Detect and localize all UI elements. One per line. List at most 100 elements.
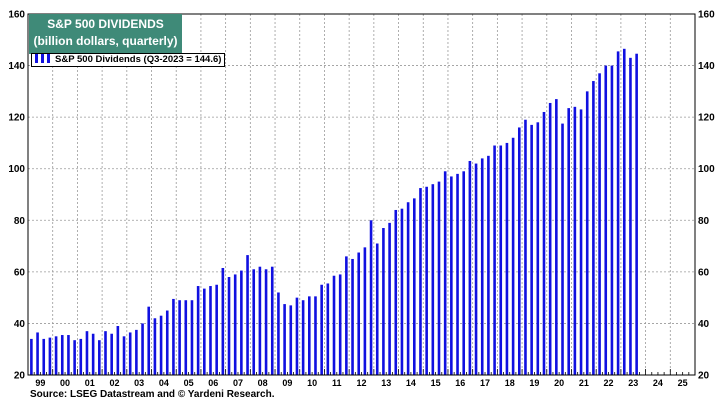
x-tick-label: 21	[579, 378, 589, 388]
bar	[104, 331, 107, 375]
y-tick-label-right: 120	[698, 113, 715, 124]
bar	[443, 171, 447, 375]
bar	[147, 306, 151, 375]
bar	[357, 252, 361, 375]
bar	[258, 266, 262, 375]
bar	[301, 300, 305, 375]
bar	[456, 173, 459, 375]
bar	[419, 188, 422, 375]
x-tick-label: 13	[381, 378, 391, 388]
bar	[116, 326, 120, 375]
bar	[54, 336, 58, 375]
bar	[60, 335, 64, 375]
bar	[48, 337, 52, 375]
x-tick-label: 12	[356, 378, 366, 388]
legend-label: S&P 500 Dividends (Q3-2023 = 144.6)	[55, 54, 222, 65]
y-tick-label-left: 20	[14, 371, 26, 382]
x-tick-label: 03	[134, 378, 144, 388]
bar	[314, 296, 317, 375]
bar	[283, 304, 286, 375]
bar	[332, 275, 336, 375]
bar	[406, 202, 410, 375]
y-tick-label-left: 40	[14, 319, 26, 330]
bar	[215, 284, 218, 375]
bar	[425, 186, 428, 375]
x-tick-label: 07	[233, 378, 243, 388]
bar	[375, 243, 379, 375]
bar	[277, 292, 280, 375]
bar	[561, 123, 564, 375]
bar	[196, 286, 200, 375]
bar	[585, 91, 589, 375]
bar	[165, 310, 169, 375]
bar	[363, 247, 367, 375]
bar	[530, 124, 533, 375]
bar	[295, 297, 299, 375]
bar	[190, 300, 194, 375]
y-tick-label-right: 100	[698, 164, 715, 175]
y-tick-label-right: 20	[698, 371, 710, 382]
bar	[91, 333, 95, 375]
bar	[394, 209, 398, 375]
x-tick-label: 02	[109, 378, 119, 388]
bar	[209, 286, 212, 375]
bar	[79, 338, 83, 375]
bar	[567, 108, 570, 375]
bar	[141, 323, 144, 375]
bar	[629, 57, 632, 375]
bar	[450, 176, 453, 375]
bar	[499, 145, 503, 375]
x-tick-label: 14	[406, 378, 416, 388]
bar	[536, 122, 540, 375]
bar	[338, 274, 342, 375]
y-tick-label-right: 160	[698, 10, 715, 21]
bar	[67, 335, 70, 375]
x-tick-label: 99	[35, 378, 45, 388]
bar	[511, 137, 515, 375]
x-tick-label: 17	[480, 378, 490, 388]
y-tick-label-left: 140	[8, 61, 25, 72]
bar	[474, 163, 478, 375]
bar	[400, 208, 404, 375]
bar	[42, 338, 46, 375]
bar	[369, 220, 373, 375]
x-tick-label: 06	[208, 378, 218, 388]
y-tick-label-right: 40	[698, 319, 710, 330]
bar	[616, 51, 620, 376]
bar	[110, 333, 113, 375]
bar	[73, 340, 76, 375]
bar	[289, 305, 293, 375]
bar	[468, 160, 472, 375]
x-tick-label: 09	[282, 378, 292, 388]
bar	[505, 142, 509, 375]
bar	[135, 329, 138, 375]
x-tick-label: 10	[307, 378, 317, 388]
bar	[592, 81, 595, 376]
x-tick-label: 22	[604, 378, 614, 388]
bar	[264, 269, 268, 375]
x-tick-label: 24	[653, 378, 663, 388]
bar	[122, 336, 126, 375]
x-tick-label: 08	[258, 378, 268, 388]
y-tick-label-left: 80	[14, 216, 26, 227]
bar	[598, 73, 601, 376]
x-tick-label: 04	[159, 378, 169, 388]
x-tick-label: 25	[678, 378, 688, 388]
bar	[480, 158, 484, 375]
bar	[233, 274, 237, 375]
y-tick-label-right: 80	[698, 216, 710, 227]
bar	[252, 269, 256, 375]
bar	[345, 256, 348, 375]
bar	[622, 48, 626, 375]
bar	[270, 266, 274, 375]
bar	[382, 228, 385, 375]
bar	[388, 222, 391, 375]
bar	[178, 300, 181, 375]
bar	[524, 119, 527, 375]
bar	[85, 331, 89, 375]
bar	[493, 145, 496, 375]
bar	[203, 288, 206, 375]
bar	[542, 111, 546, 375]
x-tick-label: 23	[628, 378, 638, 388]
